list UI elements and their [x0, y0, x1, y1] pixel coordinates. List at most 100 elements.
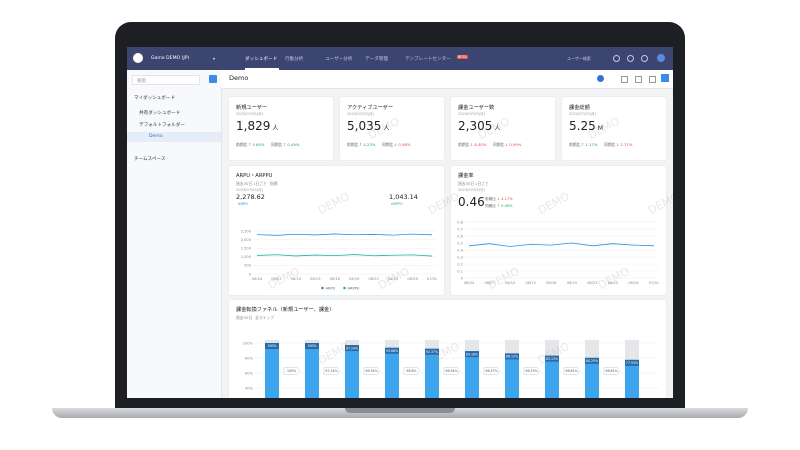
icon-bell[interactable] [613, 55, 620, 62]
legend-marker [343, 286, 346, 290]
legend-label: ARPPU [348, 286, 360, 290]
folder-item[interactable]: デフォルトフォルダー [139, 123, 185, 128]
page-title: Demo [229, 74, 249, 82]
summary-name: ARPPU [391, 202, 403, 206]
conversion-label: 96.61% [605, 369, 617, 373]
unit: 人 [272, 125, 279, 132]
icon[interactable] [621, 76, 628, 83]
card-title: 課金ユーザー数 [458, 105, 495, 111]
icon-settings[interactable] [641, 55, 648, 62]
conversion-arrow [283, 367, 301, 375]
unit: 人 [383, 125, 390, 132]
user-search[interactable]: ユーザー検索 [567, 56, 591, 61]
y-tick-label: 0.1 [457, 269, 463, 273]
x-tick-label: 06/04 [464, 281, 475, 285]
nav-item[interactable]: データ管理 [365, 57, 388, 62]
bar [625, 359, 639, 398]
panel-title: 課金率 [458, 173, 474, 179]
conversion-arrow [603, 367, 621, 375]
tab[interactable]: 過去30日 [236, 181, 253, 186]
x-tick-label: 06/13 [310, 277, 320, 281]
conversion-arrow [323, 367, 341, 375]
nav-underline [245, 68, 279, 70]
icon[interactable] [661, 74, 669, 82]
unit: 人 [494, 125, 501, 132]
chart-panel: 課金率 過去30日 1日ごと 2023/07/03(月) 0.46 前期比 ↓ 4.17% 同… [451, 166, 666, 295]
y-tick-label: 1,500 [241, 247, 252, 251]
tab[interactable]: 過去30日 [236, 315, 253, 320]
change-label: 同期比 [485, 204, 496, 208]
y-tick-label: 100% [243, 341, 254, 345]
change-label: 同期比 [271, 142, 283, 147]
nav-item[interactable]: 行動分析 [285, 57, 304, 62]
x-tick-label: 06/28 [407, 277, 418, 281]
bar [425, 348, 439, 398]
logo [133, 53, 143, 63]
bar-label: 83.13% [546, 357, 558, 361]
search-placeholder: 検索 [137, 78, 147, 84]
tab[interactable]: 全ステップ [255, 315, 274, 320]
bar [505, 353, 519, 398]
icon[interactable] [597, 75, 604, 82]
card-title: アクティブユーザー [347, 105, 394, 111]
kpi-card: アクティブユーザー 2023/07/03(月) 5,035 人前期比 ↑ 4.23% 同期… [340, 97, 444, 160]
kpi-card: 新規ユーザー 2023/07/03(月) 1,829 人前期比 ↑ 5.65% 同期比 ↑ … [229, 97, 333, 160]
x-tick-label: 06/22 [368, 277, 378, 281]
bar-label-box [385, 347, 399, 354]
x-tick-label: 06/10 [505, 281, 516, 285]
icon-help[interactable] [627, 55, 634, 62]
bar-label: 93.68% [386, 349, 398, 353]
bar-label-box [265, 343, 279, 349]
change-label: 前期比 [236, 142, 248, 147]
card-value: 1,829 人 [236, 119, 278, 133]
y-tick-label: 2,000 [241, 238, 252, 242]
title-bar: Demo [221, 70, 673, 89]
tab[interactable]: 1日ごと [475, 181, 489, 186]
summary-value: 0.46 [458, 195, 485, 209]
nav-item[interactable]: テンプレートセンター [405, 57, 451, 62]
avatar[interactable] [657, 54, 665, 62]
sidebar-search[interactable]: 検索 [132, 75, 200, 85]
value: 5.25 [569, 119, 596, 133]
icon[interactable] [649, 76, 656, 83]
conversion-label: 97.24% [325, 369, 337, 373]
bar-label-box [305, 343, 319, 349]
series-line [256, 254, 433, 257]
change-label: 前期比 [569, 142, 581, 147]
card-date: 2023/07/03(月) [458, 112, 486, 116]
bar-label: 92.37% [426, 350, 438, 354]
summary-name: ARPU [238, 202, 248, 206]
change-label: 同期比 [382, 142, 394, 147]
y-tick-label: 0.2 [457, 262, 463, 266]
nav-item[interactable]: ユーザー分析 [325, 57, 353, 62]
x-tick-label: 06/04 [252, 277, 263, 281]
section-title[interactable]: チームスペース [134, 157, 166, 162]
chart-panel: ARPU・ARPPU 過去30日 1日ごと 指標 2023/07/03(月) 2,278.… [229, 166, 444, 295]
panel-title: 課金転換ファネル（新規ユーザー、課金） [236, 307, 335, 313]
tab[interactable]: 1日ごと [253, 181, 267, 186]
selected-row [127, 132, 221, 142]
app-name[interactable]: Game DEMO (JP) [151, 56, 190, 61]
dashboard-item[interactable]: Demo [149, 134, 163, 139]
bar [585, 357, 599, 398]
conversion-arrow [363, 367, 381, 375]
nav-item[interactable]: ダッシュボード [245, 57, 278, 62]
x-tick-label: 06/25 [608, 281, 618, 285]
tab[interactable]: 指標 [270, 181, 278, 186]
panel-date: 2023/07/03(月) [458, 188, 486, 192]
change-value: ↓ 4.17% [497, 197, 513, 201]
icon[interactable] [635, 76, 642, 83]
change-label: 前期比 [347, 142, 359, 147]
y-tick-label: 0.8 [457, 220, 463, 224]
tab[interactable]: 過去30日 [458, 181, 475, 186]
summary-value: 2,278.62 [236, 193, 265, 201]
folder-item[interactable]: 共有ダッシュボード [139, 111, 181, 116]
bar-label-box [545, 355, 559, 362]
add-button[interactable] [209, 75, 217, 83]
x-tick-label: 06/19 [567, 281, 578, 285]
value: 2,305 [458, 119, 493, 133]
card-value: 5,035 人 [347, 119, 389, 133]
change-value: ↓ 2.77% [616, 142, 633, 147]
x-tick-label: 06/10 [291, 277, 302, 281]
screen: Game DEMO (JP) ▾ ダッシュボード 行動分析 ユーザー分析 データ管理 テ… [127, 47, 673, 398]
